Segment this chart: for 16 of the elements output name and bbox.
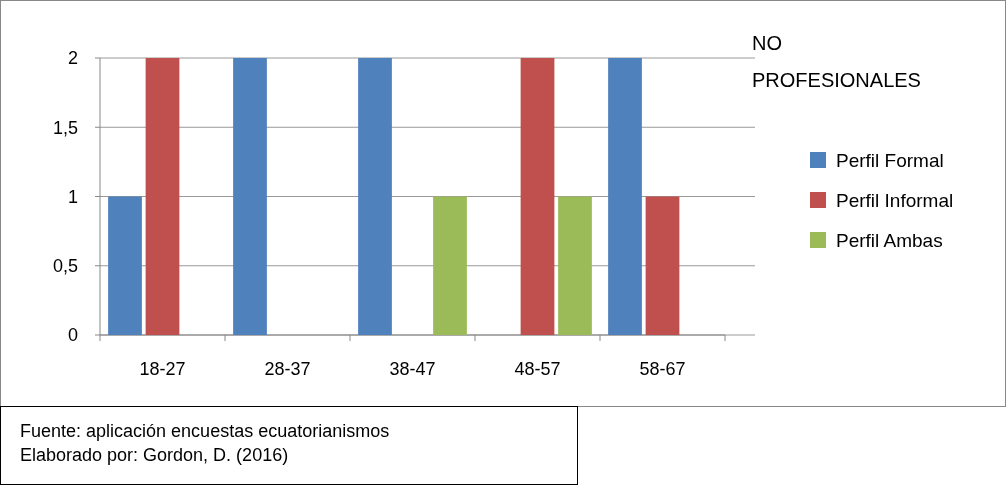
x-tick-label: 18-27 xyxy=(139,359,186,379)
y-tick-label: 1,5 xyxy=(52,117,78,138)
legend-label: Perfil Ambas xyxy=(836,229,943,251)
y-tick-label: 1 xyxy=(67,186,78,207)
text: NO PROFESIONALES xyxy=(752,32,921,91)
y-tick-label: 0,5 xyxy=(52,256,78,277)
y-tick-label: 0 xyxy=(67,325,78,346)
x-tick-label: 58-67 xyxy=(639,359,686,379)
text: Elaborado por: Gordon, D. (2016) xyxy=(20,445,289,465)
source-note: Fuente: aplicación encuestas ecuatorianismos xyxy=(20,421,390,441)
legend-label: Perfil Informal xyxy=(836,189,954,211)
x-tick-label: 38-47 xyxy=(389,359,436,379)
y-tick-label: 2 xyxy=(67,48,78,69)
x-tick-label: 48-57 xyxy=(514,359,561,379)
legend-label: Perfil Formal xyxy=(836,149,944,171)
x-tick-label: 28-37 xyxy=(264,359,311,379)
